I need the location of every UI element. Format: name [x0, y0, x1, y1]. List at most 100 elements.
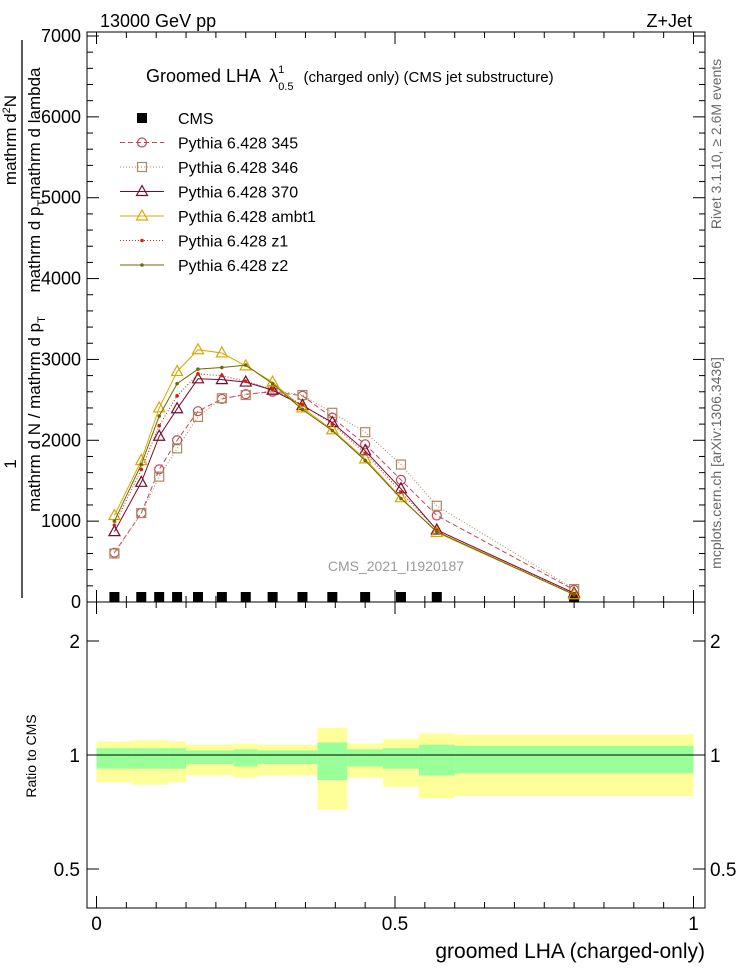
ratio-y-tick-label-right: 2 — [710, 632, 721, 653]
ratio-y-tick-label-right: 0.5 — [710, 860, 736, 881]
data-point — [297, 592, 308, 602]
series-line — [113, 373, 575, 595]
data-point — [360, 427, 371, 438]
data-point — [170, 401, 184, 414]
ratio-y-tick-label: 0.5 — [54, 860, 80, 881]
data-point — [171, 443, 183, 454]
legend-label: Pythia 6.428 ambt1 — [178, 209, 316, 226]
x-axis-label: groomed LHA (charged-only) — [435, 940, 705, 963]
data-point — [431, 510, 442, 521]
series-pythia-6-428-z1 — [112, 372, 576, 596]
data-point — [175, 394, 179, 398]
legend-label: Pythia 6.428 345 — [178, 136, 298, 153]
data-point — [243, 379, 248, 384]
data-point — [215, 345, 229, 358]
ratio-inner-band — [168, 748, 187, 769]
legend-entry: CMS — [137, 111, 214, 128]
data-point — [330, 422, 335, 426]
ratio-inner-band — [186, 750, 234, 765]
data-point — [175, 381, 179, 386]
data-point — [171, 435, 183, 446]
legend-marker — [140, 263, 144, 267]
data-point — [216, 393, 227, 404]
data-point — [157, 423, 161, 428]
data-point — [240, 592, 251, 602]
data-point — [363, 458, 367, 463]
data-point — [394, 490, 408, 503]
data-point — [170, 364, 184, 377]
series-pythia-6-428-346 — [109, 385, 580, 595]
data-point — [243, 363, 248, 367]
process-label: Z+Jet — [646, 11, 692, 31]
y-tick-label: 4000 — [41, 269, 81, 289]
legend-entry: Pythia 6.428 z2 — [120, 258, 288, 275]
series-pythia-6-428-370 — [107, 371, 581, 598]
series-line — [113, 378, 575, 594]
data-point — [107, 524, 121, 537]
data-point — [325, 415, 339, 428]
y-label-numerator-line1: mathrm d2N — [1, 95, 20, 185]
data-point — [136, 507, 147, 519]
legend-marker — [137, 113, 147, 123]
ratio-inner-band — [383, 748, 419, 769]
data-point — [154, 464, 165, 475]
legend: CMS Pythia 6.428 345 Pythia 6.428 346 Pythi… — [120, 111, 316, 275]
legend-marker — [136, 161, 148, 173]
data-point — [395, 459, 407, 470]
data-point — [136, 592, 147, 602]
data-point — [154, 592, 165, 602]
data-point — [399, 490, 403, 494]
ratio-inner-band — [233, 749, 258, 767]
data-point — [360, 439, 371, 450]
data-point — [191, 342, 205, 355]
data-point — [152, 400, 166, 413]
legend-label: Pythia 6.428 346 — [178, 160, 298, 177]
x-tick-label: 0.5 — [382, 914, 408, 935]
ratio-inner-band — [418, 744, 455, 776]
ratio-inner-band — [257, 750, 318, 765]
data-point — [191, 371, 205, 384]
series-line — [113, 364, 575, 596]
data-point — [196, 372, 200, 376]
data-point — [152, 428, 166, 441]
data-point — [154, 471, 165, 482]
legend-entry: Pythia 6.428 ambt1 — [120, 208, 316, 226]
data-point — [109, 592, 120, 602]
data-point — [109, 548, 120, 559]
data-point — [300, 407, 305, 412]
plot-title-text: Groomed LHA λ1 0.5(charged only) (CMS jet … — [146, 64, 554, 93]
legend-entry: Pythia 6.428 346 — [120, 160, 298, 177]
series-pythia-6-428-z2 — [112, 363, 576, 597]
data-point — [399, 496, 403, 501]
x-tick-label: 1 — [688, 914, 699, 935]
data-point — [192, 406, 204, 417]
legend-label: Pythia 6.428 z2 — [178, 258, 288, 275]
legend-entry: Pythia 6.428 345 — [120, 136, 298, 153]
data-point — [300, 402, 305, 407]
data-point — [567, 585, 581, 598]
legend-label: Pythia 6.428 z1 — [178, 234, 288, 251]
y-tick-label: 7000 — [41, 26, 81, 46]
data-point — [327, 592, 338, 602]
analysis-watermark: CMS_2021_I1920187 — [328, 558, 464, 574]
ratio-y-label: Ratio to CMS — [23, 714, 39, 797]
legend-marker — [135, 208, 149, 221]
data-point — [266, 374, 280, 387]
data-point — [192, 411, 204, 422]
main-y-label: 1 mathrm d N / mathrm d pT mathrm d2N ma… — [1, 40, 48, 598]
y-tick-label: 0 — [71, 592, 81, 612]
legend-marker — [136, 137, 148, 148]
legend-entry: Pythia 6.428 z1 — [120, 234, 288, 251]
data-point — [192, 592, 203, 602]
data-point — [572, 592, 576, 597]
data-point — [431, 592, 442, 602]
y-label-numerator-line2: mathrm d pTmathrm d lambda — [25, 67, 48, 293]
x-tick-label: 0 — [91, 914, 102, 935]
legend-marker — [135, 184, 149, 197]
y-label-denominator: mathrm d N / mathrm d pT — [25, 316, 48, 512]
data-point — [240, 389, 251, 401]
ratio-inner-band — [132, 748, 169, 769]
ratio-inner-band — [96, 748, 133, 769]
data-point — [266, 382, 280, 395]
data-point — [395, 474, 407, 486]
